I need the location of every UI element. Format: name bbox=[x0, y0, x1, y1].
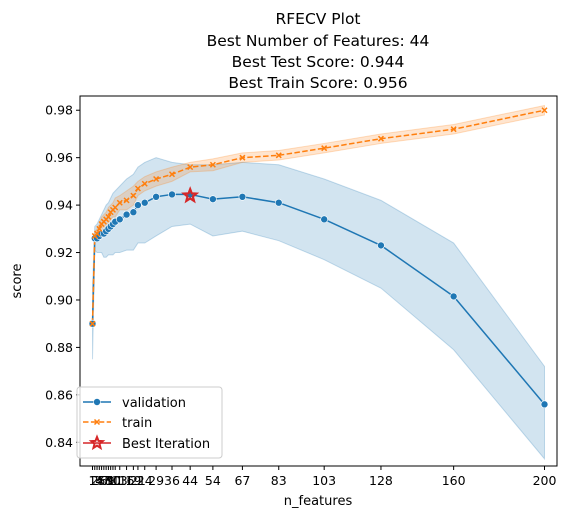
y-tick-label: 0.90 bbox=[45, 292, 73, 307]
validation-point bbox=[274, 198, 283, 207]
x-tick-label: 6 bbox=[100, 473, 108, 488]
train-point bbox=[450, 126, 457, 133]
x-tick-label: 200 bbox=[533, 473, 557, 488]
train-confidence-band bbox=[92, 104, 545, 327]
validation-point bbox=[449, 292, 458, 301]
chart-title-line-1: RFECV Plot bbox=[275, 10, 360, 28]
legend-box bbox=[76, 386, 223, 459]
validation-point bbox=[377, 241, 385, 250]
train-point bbox=[123, 197, 130, 204]
validation-point bbox=[122, 210, 131, 219]
x-tick-label: 9 bbox=[107, 473, 115, 488]
train-point bbox=[377, 135, 384, 142]
x-tick-label: 54 bbox=[205, 473, 221, 488]
y-tick-label: 0.98 bbox=[45, 103, 73, 118]
validation-point bbox=[168, 190, 176, 199]
x-tick-label: 4 bbox=[95, 473, 103, 488]
train-point bbox=[89, 320, 96, 327]
legend-marker-train bbox=[93, 418, 101, 426]
x-tick-label: 11 bbox=[107, 473, 123, 488]
y-tick-label: 0.92 bbox=[45, 245, 73, 260]
validation-point bbox=[209, 195, 217, 203]
train-point bbox=[275, 152, 282, 159]
y-tick-label: 0.94 bbox=[45, 198, 73, 213]
x-tick-label: 160 bbox=[442, 473, 466, 488]
x-axis-label: n_features bbox=[284, 494, 353, 509]
train-point bbox=[168, 171, 176, 178]
x-tick-label: 1 bbox=[89, 473, 97, 488]
axes-frame bbox=[79, 95, 558, 467]
best-iteration-marker-group bbox=[181, 186, 200, 204]
train-point bbox=[141, 180, 148, 187]
train-point bbox=[134, 185, 141, 192]
x-tick-label: 8 bbox=[104, 473, 112, 488]
train-point bbox=[105, 213, 112, 220]
x-tick-label: 36 bbox=[164, 473, 180, 488]
train-point bbox=[116, 199, 123, 206]
train-point bbox=[209, 161, 216, 168]
legend-marker-best-iteration bbox=[88, 434, 106, 451]
legend-entry-train: train bbox=[83, 416, 152, 431]
chart-title-line-2: Best Number of Features: 44 bbox=[207, 32, 430, 50]
x-tick-label: 19 bbox=[125, 473, 141, 488]
validation-point bbox=[140, 198, 149, 207]
train-point bbox=[321, 145, 328, 152]
validation-point bbox=[134, 201, 142, 209]
x-tick-label: 67 bbox=[234, 473, 250, 488]
chart-title-line-4: Best Train Score: 0.956 bbox=[228, 74, 407, 92]
best-iteration-marker bbox=[181, 186, 200, 204]
train-point bbox=[94, 230, 101, 237]
y-tick-label: 0.88 bbox=[45, 340, 73, 355]
legend-entry-best-iteration: Best Iteration bbox=[83, 434, 210, 452]
legend-label-best-iteration: Best Iteration bbox=[122, 437, 210, 452]
chart-title-line-3: Best Test Score: 0.944 bbox=[232, 53, 405, 71]
confidence-bands bbox=[92, 104, 545, 461]
train-point bbox=[112, 204, 119, 211]
x-tick-label: 21 bbox=[130, 473, 146, 488]
validation-point bbox=[540, 400, 549, 409]
y-tick-label: 0.86 bbox=[45, 387, 73, 402]
x-tick-label: 7 bbox=[102, 473, 110, 488]
train-point bbox=[541, 107, 548, 114]
x-tick-label: 24 bbox=[137, 473, 153, 488]
x-tick-label: 44 bbox=[182, 473, 198, 488]
train-point bbox=[96, 225, 103, 232]
legend: validation train Best Iteration bbox=[76, 386, 223, 459]
x-tick-label: 5 bbox=[98, 473, 106, 488]
train-point bbox=[153, 175, 160, 183]
x-tick-label: 3 bbox=[93, 473, 101, 488]
legend-label-validation: validation bbox=[122, 396, 186, 411]
validation-point bbox=[320, 215, 328, 224]
train-point bbox=[187, 164, 194, 171]
x-tick-label: 83 bbox=[271, 473, 287, 488]
validation-point bbox=[129, 208, 138, 217]
legend-label-train: train bbox=[122, 416, 152, 431]
series-markers bbox=[88, 107, 549, 409]
x-tick-label: 10 bbox=[105, 473, 121, 488]
validation-point bbox=[238, 193, 247, 201]
y-tick-label: 0.96 bbox=[45, 150, 73, 165]
plot-area bbox=[88, 104, 549, 461]
validation-point bbox=[152, 193, 160, 201]
x-tick-label: 128 bbox=[369, 473, 393, 488]
legend-entry-validation: validation bbox=[83, 396, 186, 411]
x-tick-label: 13 bbox=[112, 473, 128, 488]
validation-confidence-band bbox=[92, 157, 545, 461]
y-axis-label: score bbox=[10, 264, 25, 299]
y-tick-label: 0.84 bbox=[45, 435, 73, 450]
y-axis-ticks: 0.84 0.86 0.88 0.90 0.92 0.94 0.96 0.98 bbox=[45, 103, 80, 450]
legend-marker-validation bbox=[93, 398, 101, 406]
train-line bbox=[91, 109, 545, 324]
x-tick-label: 103 bbox=[312, 473, 336, 488]
train-point bbox=[239, 154, 246, 161]
train-point bbox=[130, 192, 137, 199]
x-tick-label: 29 bbox=[148, 473, 164, 488]
x-tick-label: 16 bbox=[119, 473, 135, 488]
validation-point bbox=[115, 215, 124, 224]
x-tick-label: 2 bbox=[91, 473, 99, 488]
